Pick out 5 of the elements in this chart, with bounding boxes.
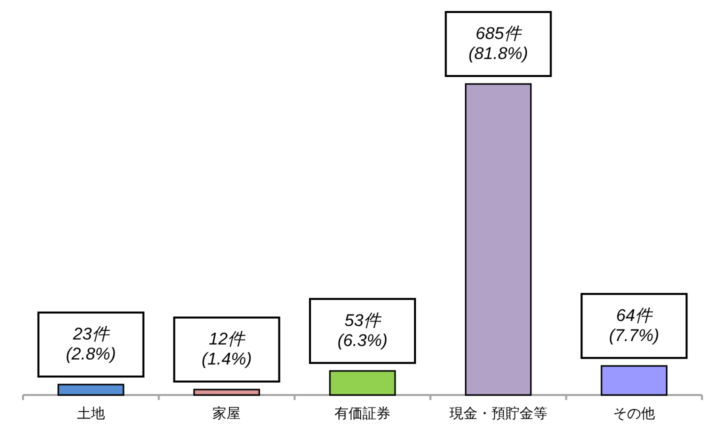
data-label: 12件 (1.4%) — [202, 330, 252, 369]
data-label: 64件 (7.7%) — [609, 306, 660, 345]
data-label: 685件 (81.8%) — [468, 24, 528, 63]
data-label: 23件 (2.8%) — [66, 324, 116, 364]
data-label: 53件 (6.3%) — [337, 310, 388, 350]
